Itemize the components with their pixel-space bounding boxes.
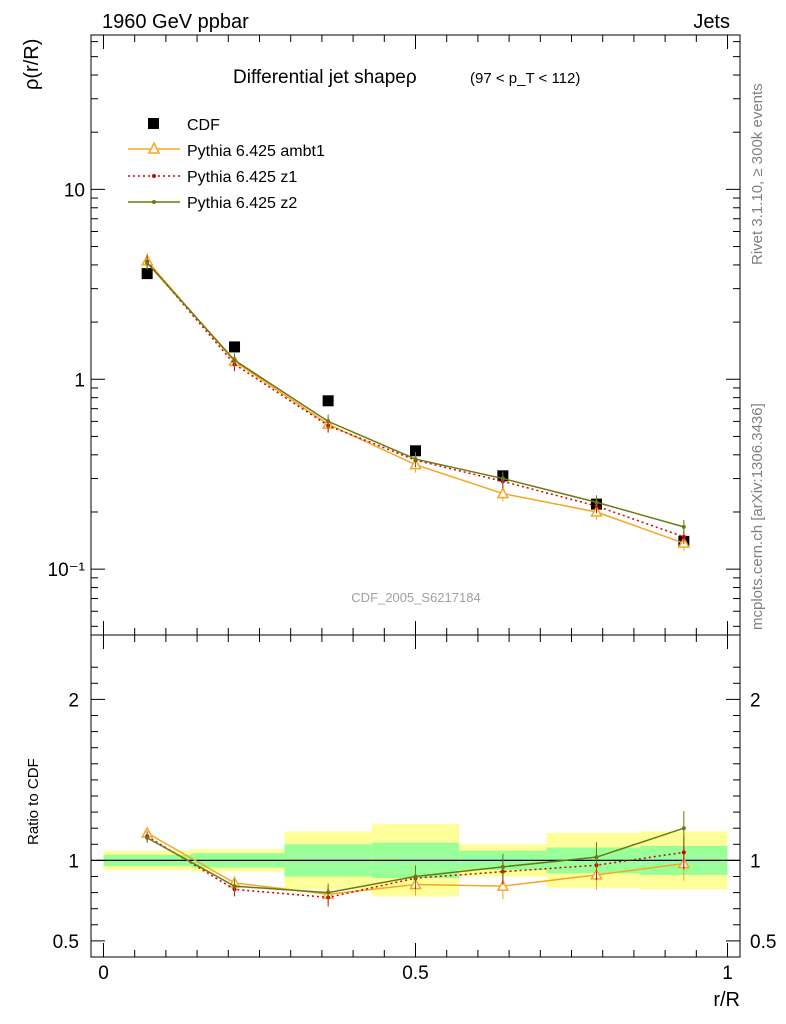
ratio-y-tick-label-right: 1 (750, 851, 761, 872)
ratio-y-label: Ratio to CDF (25, 758, 42, 845)
x-tick-label: 0.5 (402, 963, 428, 984)
data-point-cdf (141, 268, 153, 280)
mcplots-label: mcplots.cern.ch [arXiv:1306.3436] (749, 403, 766, 630)
header-left: 1960 GeV ppbar (102, 11, 249, 33)
title-suffix: (97 < p_T < 112) (470, 70, 580, 87)
series-line-2 (146, 261, 685, 538)
y-tick-label: 1 (74, 370, 85, 391)
ratio-y-tick-label: 2 (68, 690, 79, 711)
data-point-cdf (229, 341, 241, 353)
ratio-point (500, 864, 505, 869)
watermark: CDF_2005_S6217184 (351, 590, 480, 605)
legend-marker-ambt1 (147, 141, 161, 154)
ratio-plot-frame (90, 634, 741, 958)
legend-marker-z2 (152, 200, 156, 204)
legend: CDF Pythia 6.425 ambt1 Pythia 6.425 z1 P… (128, 117, 325, 212)
ratio-series (140, 811, 691, 907)
y-tick-label: 10⁻¹ (48, 560, 86, 581)
legend-marker-cdf (148, 118, 159, 129)
data-point (232, 358, 237, 363)
x-tick-label: 0 (98, 963, 109, 984)
ratio-point (145, 835, 150, 840)
ratio-y-tick-label-right: 0.5 (750, 932, 776, 953)
legend-label-ambt1: Pythia 6.425 ambt1 (187, 143, 325, 160)
x-tick-label: 1 (722, 963, 733, 984)
ratio-point (594, 855, 599, 860)
data-point (681, 534, 686, 539)
series-line-1 (146, 260, 685, 544)
main-axes: 10⁻¹ 1 10 (48, 35, 740, 635)
main-title: Differential jet shapeρ (233, 67, 417, 88)
data-point (413, 457, 418, 462)
ratio-point (326, 890, 331, 895)
ratio-point (681, 850, 686, 855)
data-point (496, 487, 510, 499)
ratio-point (496, 879, 510, 891)
ratio-point (681, 826, 686, 831)
ratio-point (232, 884, 237, 889)
data-point (594, 500, 599, 505)
data-point (500, 476, 505, 481)
ratio-point (413, 874, 418, 879)
legend-label-z2: Pythia 6.425 z2 (187, 195, 297, 212)
data-point (681, 524, 686, 529)
ratio-axes: 0.5 0.5 1 1 2 2 0 0.5 1 (53, 635, 776, 984)
legend-marker-z1 (152, 174, 156, 178)
legend-label-z1: Pythia 6.425 z1 (187, 169, 297, 186)
ratio-y-tick-label: 1 (68, 851, 79, 872)
legend-label-cdf: CDF (187, 117, 220, 134)
ratio-y-tick-label: 0.5 (53, 932, 79, 953)
ratio-y-tick-label-right: 2 (750, 690, 761, 711)
data-point-cdf (410, 445, 421, 457)
series-line-3 (146, 262, 685, 528)
x-axis-label: r/R (713, 989, 740, 1011)
data-point-cdf (322, 395, 334, 407)
header-right: Jets (693, 11, 730, 33)
rivet-label: Rivet 3.1.10, ≥ 300k events (749, 83, 766, 265)
y-axis-label: ρ(r/R) (21, 39, 43, 90)
y-tick-label: 10 (64, 180, 85, 201)
data-point (145, 260, 150, 265)
main-series (140, 252, 691, 552)
data-point (326, 419, 331, 424)
